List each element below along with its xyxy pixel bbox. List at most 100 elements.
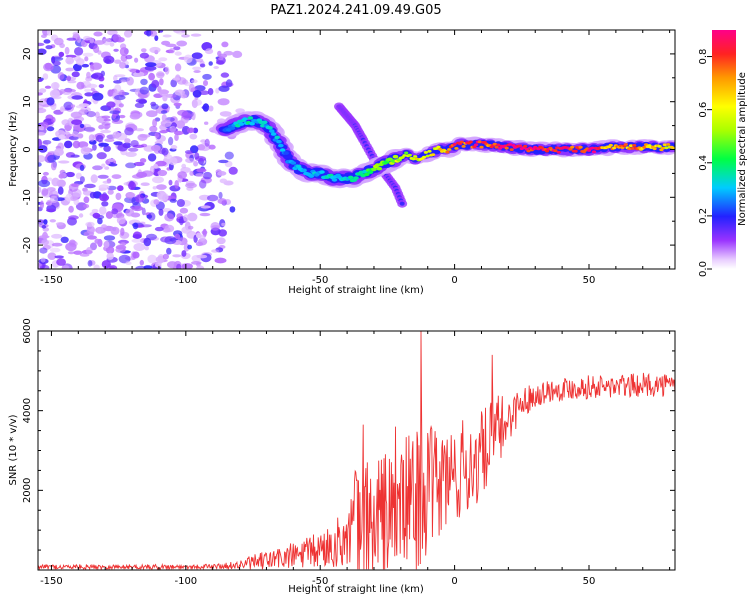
noise-blob	[208, 105, 214, 112]
noise-blob	[116, 216, 126, 225]
noise-blob	[67, 80, 77, 84]
noise-blob	[147, 153, 157, 162]
noise-blob	[164, 224, 175, 233]
noise-blob	[89, 191, 97, 199]
noise-blob	[135, 98, 147, 103]
noise-blob	[162, 253, 169, 260]
noise-blob	[128, 147, 139, 152]
noise-blob	[96, 152, 107, 160]
noise-blob	[148, 72, 156, 81]
noise-blob	[49, 89, 61, 99]
noise-blob	[46, 208, 56, 213]
noise-blob	[191, 79, 198, 84]
noise-blob	[144, 65, 157, 71]
ridge-blob	[364, 172, 370, 177]
noise-blob	[101, 224, 107, 228]
noise-blob	[113, 75, 118, 81]
ridge-blob	[642, 145, 647, 149]
noise-blob	[84, 56, 89, 62]
noise-blob	[172, 254, 182, 258]
noise-blob	[151, 79, 160, 88]
noise-blob	[176, 120, 185, 129]
noise-blob	[38, 48, 47, 55]
noise-blob	[187, 225, 194, 230]
noise-blob	[207, 88, 214, 96]
noise-blob	[139, 52, 149, 59]
ridge-blob	[497, 147, 503, 150]
noise-blob	[149, 125, 158, 133]
noise-blob	[97, 174, 109, 179]
noise-blob	[90, 62, 102, 70]
noise-blob	[136, 171, 148, 178]
noise-blob	[181, 250, 187, 257]
noise-blob	[67, 251, 75, 255]
noise-blob	[132, 251, 140, 259]
noise-blob	[40, 257, 46, 263]
ridge-blob	[376, 166, 383, 171]
noise-blob	[169, 198, 177, 203]
ridge-blob	[447, 148, 452, 151]
noise-blob	[147, 254, 157, 264]
noise-blob	[99, 193, 110, 202]
noise-blob	[213, 66, 219, 69]
noise-blob	[101, 201, 109, 207]
noise-blob	[71, 119, 83, 125]
noise-blob	[210, 222, 220, 231]
noise-blob	[188, 83, 195, 93]
noise-blob	[195, 58, 204, 63]
ridge-blob	[269, 129, 275, 133]
noise-blob	[112, 131, 121, 139]
noise-blob	[118, 103, 124, 108]
ridge-blob	[229, 126, 236, 130]
noise-blob	[75, 202, 87, 211]
noise-blob	[81, 63, 90, 68]
ridge-blob	[612, 146, 617, 150]
noise-blob	[208, 144, 216, 150]
x-tick-label: -100	[174, 576, 197, 587]
ridge-blob	[518, 144, 523, 148]
noise-blob	[112, 34, 122, 42]
noise-blob	[111, 208, 119, 215]
noise-blob	[181, 263, 193, 269]
noise-blob	[42, 231, 48, 240]
figure-title: PAZ1.2024.241.09.49.G05	[270, 3, 441, 18]
noise-blob	[88, 134, 95, 142]
y-tick-label: 4000	[22, 398, 33, 423]
noise-blob	[215, 87, 220, 94]
noise-blob	[173, 46, 181, 51]
noise-blob	[51, 242, 63, 247]
noise-blob	[113, 48, 119, 52]
noise-blob	[176, 40, 188, 47]
noise-blob	[74, 47, 84, 56]
noise-blob	[43, 39, 51, 44]
noise-blob	[117, 185, 124, 192]
noise-blob	[64, 46, 70, 55]
noise-blob	[65, 171, 75, 178]
noise-blob	[191, 261, 202, 265]
ridge-blob	[477, 140, 482, 144]
ridge-blob	[371, 167, 377, 172]
y-tick-label: 6000	[22, 318, 33, 343]
noise-blob	[45, 45, 53, 50]
spectrogram-y-label: Frequency (Hz)	[8, 111, 19, 187]
ridge-blob	[308, 174, 315, 178]
noise-blob	[86, 247, 93, 255]
ridge-blob	[402, 154, 407, 157]
noise-blob	[41, 239, 49, 246]
noise-blob	[84, 183, 96, 189]
noise-blob	[96, 227, 102, 234]
noise-blob	[208, 61, 213, 66]
noise-blob	[43, 62, 54, 72]
noise-blob	[176, 199, 185, 207]
ridge-blob	[261, 120, 268, 125]
noise-blob	[190, 33, 202, 37]
colorbar-tick-label: 0.6	[698, 102, 709, 118]
noise-blob	[134, 57, 139, 63]
spectrogram-x-label: Height of straight line (km)	[288, 285, 424, 296]
noise-blob	[71, 95, 84, 100]
noise-blob	[103, 55, 115, 64]
ridge-blob	[652, 147, 657, 151]
noise-blob	[38, 219, 44, 225]
ridge-blob	[242, 117, 248, 121]
ridge-blob	[438, 148, 443, 151]
